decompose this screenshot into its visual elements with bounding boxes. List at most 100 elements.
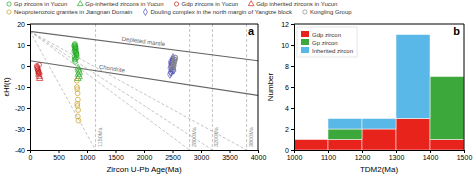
point (73, 42, 78, 47)
tick-label: 10 (281, 42, 289, 49)
tick: 2000 (137, 150, 153, 161)
tick: 4 (285, 105, 294, 112)
tick-mark (27, 129, 30, 130)
tick-label: 3000 (194, 154, 210, 161)
tick: 20 (17, 21, 30, 28)
bar (362, 119, 396, 130)
tick-mark (87, 150, 88, 153)
tick: -40 (15, 147, 30, 154)
tick-label: 1000 (287, 154, 303, 161)
reference-diagonal (30, 31, 190, 150)
x-axis: 0 500 1000 1500 2000 2500 3000 3500 4000 (29, 150, 267, 161)
tick-mark (59, 150, 60, 153)
tick: 3500 (222, 150, 238, 161)
tick-mark (230, 150, 231, 153)
axis-line (31, 151, 259, 154)
tick-label: 3500 (222, 154, 238, 161)
tick-label: 4 (285, 105, 289, 112)
tick: 8 (285, 63, 294, 70)
tick-label: 1500 (457, 154, 473, 161)
point (72, 54, 77, 59)
x-axis: 100011001200130014001500 (287, 150, 473, 161)
tick-mark (464, 150, 465, 153)
tick-label: 2 (285, 126, 289, 133)
tick: 2 (285, 126, 294, 133)
tick-mark (291, 66, 294, 67)
legend-label: Gdp zircon (312, 32, 341, 38)
legend-label: Gp zircon (312, 40, 338, 46)
legend-label: Kongling Group (310, 9, 352, 15)
point (173, 57, 178, 62)
frame (258, 24, 259, 150)
tick-mark (291, 24, 294, 25)
legend-marker (7, 2, 11, 6)
legend-swatch (301, 47, 309, 53)
bar (328, 140, 362, 151)
axis-line (295, 151, 465, 154)
tick: 0 (21, 63, 30, 70)
reference-diagonal (30, 31, 247, 150)
tick-label: 1000 (80, 154, 96, 161)
tick-label: 1500 (108, 154, 124, 161)
point (75, 87, 80, 92)
y-axis-title: εHf(t) (2, 77, 11, 96)
legend-marker (7, 10, 11, 14)
legend-marker (174, 2, 178, 6)
axis-line (291, 25, 295, 151)
legend-label: Gdp inherited zircons in Yucun (256, 1, 337, 7)
frame (30, 24, 258, 25)
legend: Gp zircons in YucunGp-inherited zircons … (7, 1, 352, 16)
x-axis-title: Zircon U-Pb Age(Ma) (106, 165, 181, 174)
tick: 1300 (389, 150, 405, 161)
tick-mark (291, 45, 294, 46)
tick: 1000 (287, 150, 303, 161)
plot-area (30, 24, 258, 150)
legend-entry: Kongling Group (303, 9, 352, 15)
point (76, 118, 81, 123)
legend-label: Gp-inherited zircons in Yucun (85, 1, 163, 7)
tick: -10 (15, 84, 30, 91)
bar (328, 129, 362, 140)
bar (396, 119, 430, 151)
bar (396, 35, 430, 119)
tick: 0 (285, 147, 294, 154)
vline-label: 1150Ma (97, 127, 103, 147)
tick: 0 (29, 150, 33, 161)
plot-area (294, 35, 464, 151)
tick: -20 (15, 105, 30, 112)
tick-label: 4000 (251, 154, 267, 161)
point (36, 75, 42, 81)
tick-label: -30 (15, 126, 25, 133)
tick-mark (362, 150, 363, 153)
point (36, 69, 42, 75)
tick: 2500 (165, 150, 181, 161)
panel: 100011001200130014001500024681012TDM2(Ma… (266, 21, 472, 174)
tick: 500 (53, 150, 65, 161)
y-axis: 0 2 4 6 8 10 12 (281, 21, 294, 154)
legend-marker (143, 9, 147, 16)
series (34, 63, 41, 76)
tick: 1100 (321, 150, 336, 161)
point (75, 75, 81, 81)
legend-swatch (301, 39, 309, 45)
tick-mark (258, 150, 259, 153)
tick: 1500 (108, 150, 124, 161)
legend-swatch (301, 31, 309, 37)
bar (430, 76, 464, 77)
tick-label: 1200 (355, 154, 371, 161)
line-label: Depleted mantle (121, 36, 166, 48)
legend-entry: Douling complex in the north margin of Y… (143, 9, 293, 16)
tick-label: 0 (285, 147, 289, 154)
point (75, 104, 80, 109)
legend-entry: Gdp zircons in Yucun (174, 1, 238, 7)
legend-background (297, 27, 357, 57)
point (37, 63, 42, 68)
tick: 3000 (194, 150, 210, 161)
tick: 6 (285, 84, 294, 91)
tick-label: 12 (281, 21, 289, 28)
panel-title: a (248, 25, 255, 37)
tick-label: -20 (15, 105, 25, 112)
tick-label: -10 (15, 84, 25, 91)
legend-label: Neoproterozoic granites in Jiangnan Doma… (14, 9, 132, 15)
tick-mark (430, 150, 431, 153)
